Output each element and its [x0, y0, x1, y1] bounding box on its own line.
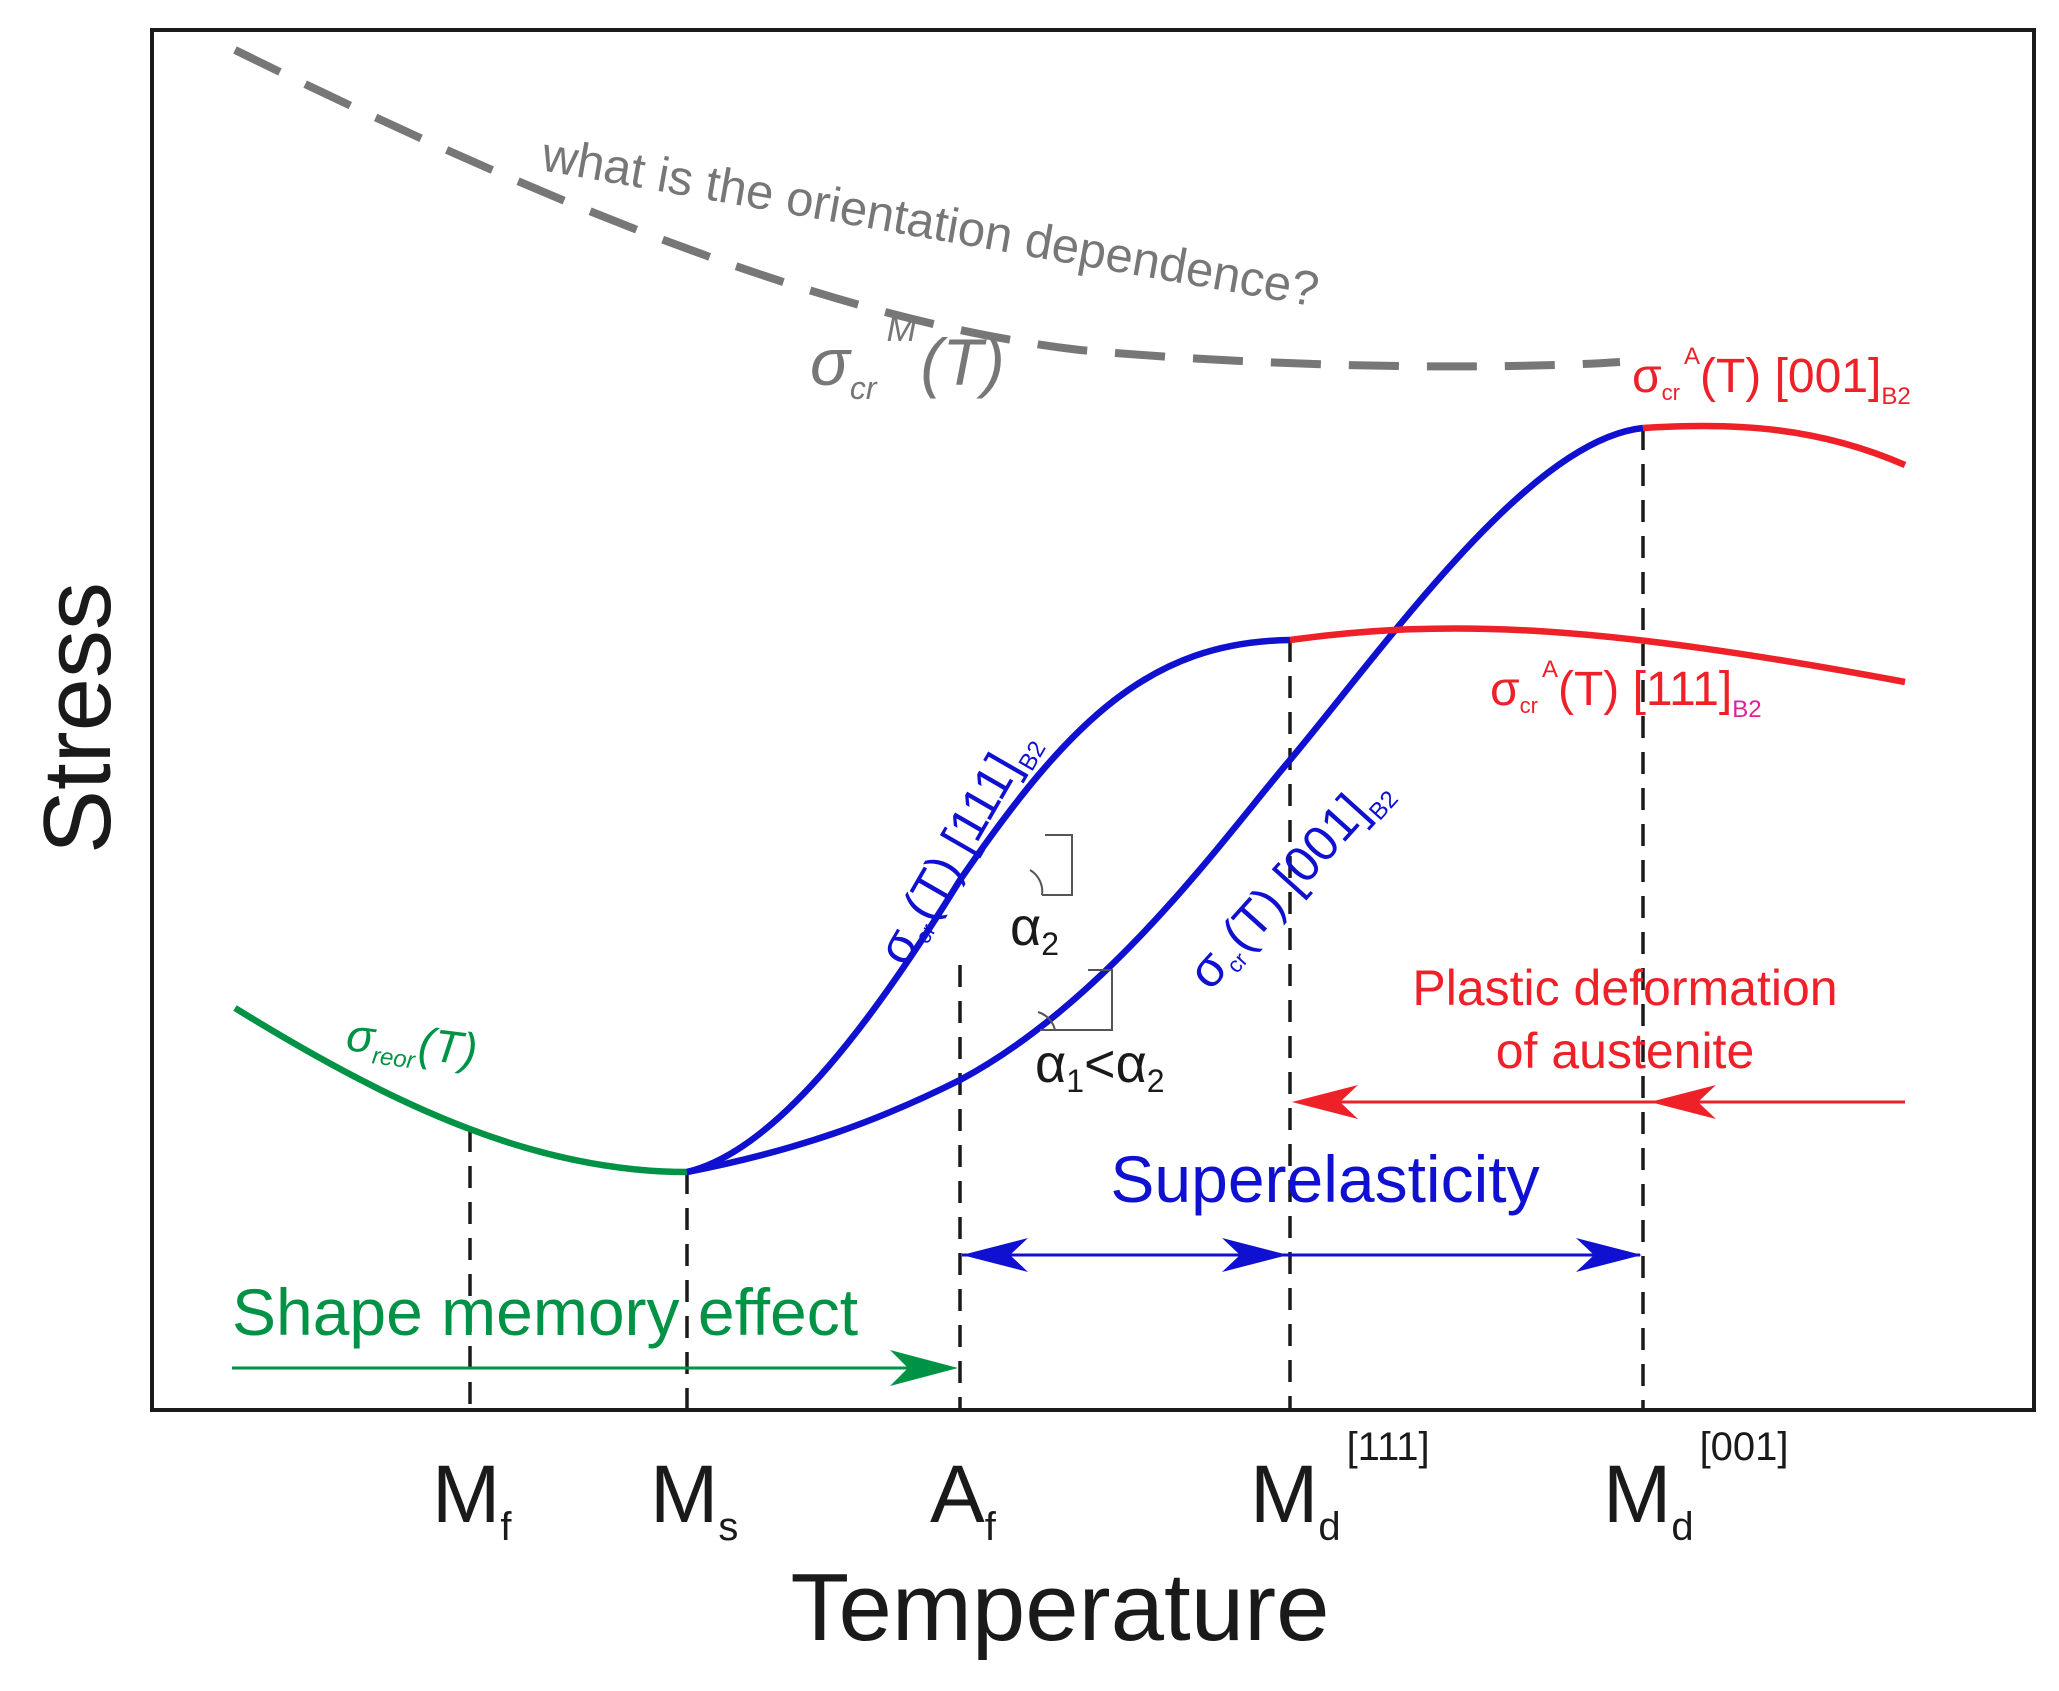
temp-label-md111: Md[111]: [1250, 1425, 1430, 1549]
austenite-111-curve: [1289, 625, 1906, 686]
plastic-deformation-line1: Plastic deformation: [1412, 960, 1837, 1016]
superelasticity-arrows: [962, 1238, 1642, 1272]
temp-label-md001: Md[001]: [1603, 1425, 1789, 1549]
austenite-001-curve: [1642, 422, 1907, 468]
superelastic-arrowhead-right: [1576, 1238, 1642, 1272]
plastic-arrowhead-md111: [1292, 1085, 1358, 1119]
plot-frame: [150, 28, 2036, 1412]
reorientation-curve: [233, 1005, 688, 1176]
curve-111-b2: [686, 636, 1291, 1176]
shape-memory-arrowhead: [890, 1350, 958, 1386]
shape-memory-label: Shape memory effect: [232, 1275, 858, 1349]
austenite-111-label: σcrA(T) [111]B2: [1490, 656, 1762, 723]
slope-triangle-alpha1: [1037, 969, 1113, 1031]
superelastic-arrowhead-left: [962, 1238, 1028, 1272]
superelasticity-label: Superelasticity: [1110, 1142, 1539, 1216]
shape-memory-arrow: [232, 1350, 958, 1386]
curve-001-b2: [686, 424, 1644, 1176]
temperature-guides: [468, 428, 1645, 1410]
superelastic-arrowhead-mid: [1222, 1238, 1288, 1272]
plastic-arrowhead-md001: [1650, 1085, 1716, 1119]
alpha2-label: α2: [1010, 897, 1059, 962]
austenite-001-label: σcrA(T) [001]B2: [1632, 343, 1911, 410]
temp-label-ms: Ms: [650, 1449, 738, 1549]
x-axis-title: Temperature: [791, 1554, 1330, 1661]
alpha-compare-label: α1<α2: [1035, 1034, 1165, 1099]
slope-triangle-alpha2: [1029, 834, 1073, 896]
plastic-deformation-arrows: [1292, 1085, 1905, 1119]
plastic-deformation-line2: of austenite: [1496, 1023, 1755, 1079]
y-axis-title: Stress: [24, 582, 131, 854]
temp-label-mf: Mf: [432, 1449, 512, 1549]
reorientation-label: σreor(T): [343, 1008, 480, 1082]
orientation-question: what is the orientation dependence?: [537, 127, 1323, 317]
martensite-critical-label: σcrM(T): [810, 308, 1005, 406]
temp-label-af: Af: [930, 1449, 997, 1549]
martensite-critical-curve: [233, 46, 1621, 371]
